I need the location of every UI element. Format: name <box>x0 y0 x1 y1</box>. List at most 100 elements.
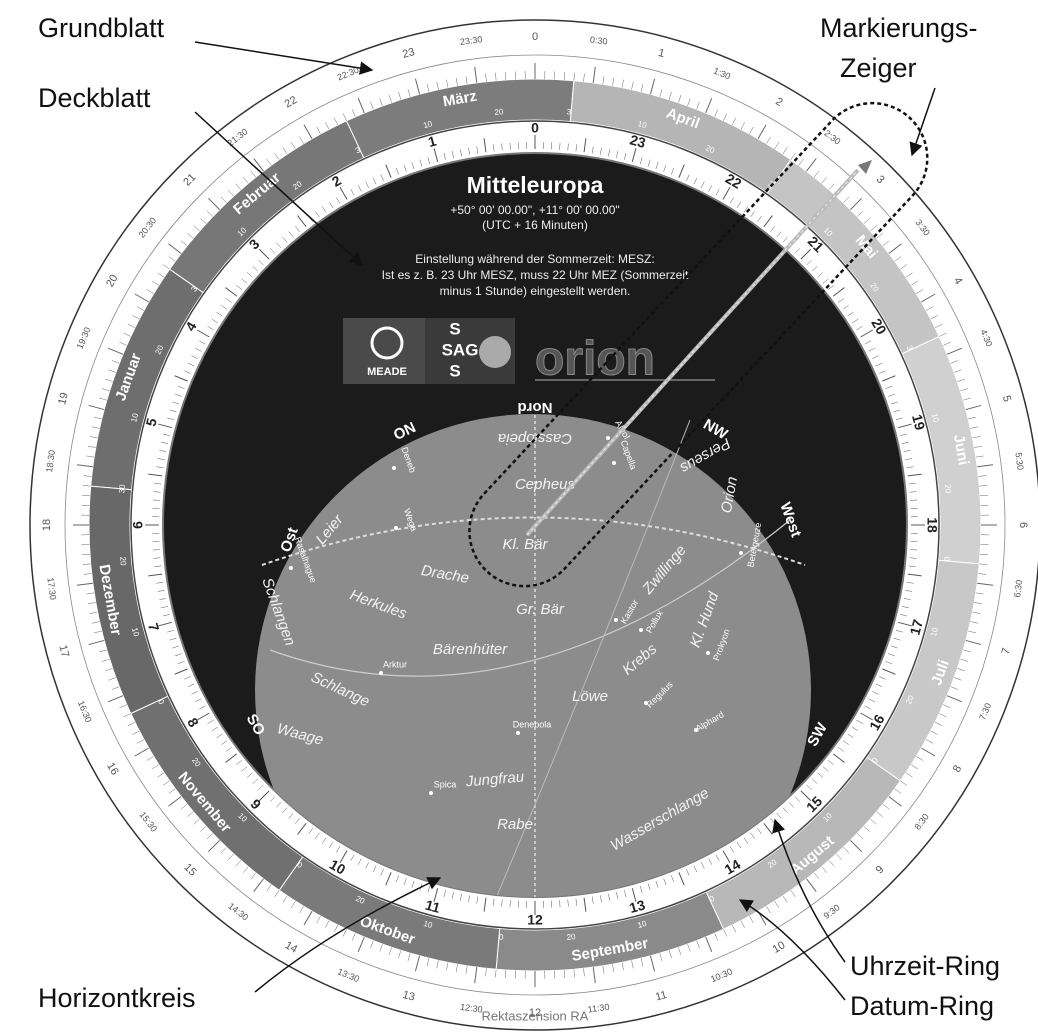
time-tick <box>583 73 585 82</box>
hour-tick <box>225 287 238 297</box>
hour-tick <box>864 705 871 710</box>
time-tick <box>740 122 745 130</box>
sag-planet <box>479 336 511 368</box>
time-tick <box>193 818 200 825</box>
hour-tick <box>693 177 698 185</box>
hour-tick <box>909 557 917 559</box>
hour-tick <box>174 375 188 382</box>
hour-tick <box>195 347 202 352</box>
hour-tick <box>847 733 854 738</box>
hour-tick <box>295 226 300 232</box>
hour-tick <box>860 712 873 721</box>
star <box>706 651 710 655</box>
time-tick <box>83 475 92 477</box>
time-tick <box>696 940 700 949</box>
time-tick <box>888 243 902 254</box>
time-tick <box>242 177 249 184</box>
dial-timezone: (UTC + 16 Minuten) <box>482 218 588 232</box>
time-tick <box>970 621 979 624</box>
time-tick <box>790 890 796 898</box>
hour-tick <box>288 812 294 819</box>
time-tick <box>939 713 947 718</box>
time-tick <box>821 866 828 873</box>
hour-tick <box>221 740 228 745</box>
time-tick <box>266 158 272 166</box>
time-tick <box>857 210 864 217</box>
time-tick <box>485 968 487 977</box>
time-tick <box>828 183 835 190</box>
hour-tick <box>195 698 202 703</box>
time-tick <box>86 592 95 595</box>
hour-tick <box>639 157 643 165</box>
star-label: Arktur <box>383 659 407 669</box>
time-tick <box>162 780 170 786</box>
star <box>694 728 698 732</box>
time-tick <box>99 397 107 401</box>
hour-tick <box>315 211 320 218</box>
time-scale-label: 12 <box>529 1007 541 1019</box>
hour-tick <box>583 897 587 912</box>
star <box>614 618 618 622</box>
callout-arrow <box>772 818 846 963</box>
time-tick <box>83 573 92 575</box>
hour-tick <box>600 147 602 155</box>
star-label: Denebola <box>513 719 552 729</box>
time-tick <box>398 950 402 959</box>
hour-tick <box>616 151 619 158</box>
hour-tick <box>800 790 812 802</box>
time-tick <box>436 960 439 969</box>
time-tick <box>749 915 754 924</box>
day-label: 10 <box>637 119 648 130</box>
time-scale-label: 20 <box>104 273 121 290</box>
time-scale-label: 16 <box>104 761 121 778</box>
star <box>612 461 616 465</box>
time-tick <box>649 955 656 972</box>
time-tick <box>946 347 963 355</box>
hour-tick <box>295 818 300 824</box>
hour-tick <box>888 653 895 657</box>
time-tick <box>187 811 194 818</box>
hour-tick <box>817 272 824 278</box>
time-tick <box>946 695 963 703</box>
constellation-label: Löwe <box>572 688 608 705</box>
hour-tick <box>905 590 913 592</box>
hour-tick <box>395 167 399 175</box>
time-tick <box>303 124 313 140</box>
hour-tick <box>864 340 871 345</box>
time-tick <box>81 495 90 497</box>
time-tick <box>678 947 682 955</box>
hour-tick <box>175 653 182 657</box>
time-tick <box>857 833 864 840</box>
hour-tick <box>763 822 773 835</box>
hour-tick <box>757 215 762 222</box>
hour-tick <box>782 236 788 243</box>
time-tick <box>111 360 120 364</box>
time-tick <box>723 113 728 121</box>
time-tick <box>602 76 605 85</box>
time-tick <box>930 315 938 320</box>
hour-tick <box>443 890 446 898</box>
time-tick <box>282 147 288 155</box>
time-scale-label: 5 <box>1000 394 1013 403</box>
constellation-label: Rabe <box>497 816 533 833</box>
callout-arrow <box>254 877 442 993</box>
time-tick <box>357 936 365 953</box>
hour-tick <box>794 796 801 802</box>
hour-tick <box>900 614 908 617</box>
time-tick <box>93 416 102 420</box>
month-label: März <box>442 88 479 111</box>
hour-tick <box>907 473 922 477</box>
hour-tick <box>908 565 916 567</box>
time-tick <box>732 117 737 126</box>
time-scale-label: 0:30 <box>589 34 608 46</box>
time-tick <box>342 929 347 937</box>
time-tick <box>168 796 182 807</box>
month-segment <box>88 485 169 715</box>
hour-tick <box>575 144 577 152</box>
time-tick <box>316 126 321 135</box>
hour-tick <box>258 248 270 260</box>
hour-tick <box>693 865 698 873</box>
hour-tick <box>197 329 210 338</box>
time-tick <box>977 464 994 468</box>
hour-tick <box>875 362 883 367</box>
